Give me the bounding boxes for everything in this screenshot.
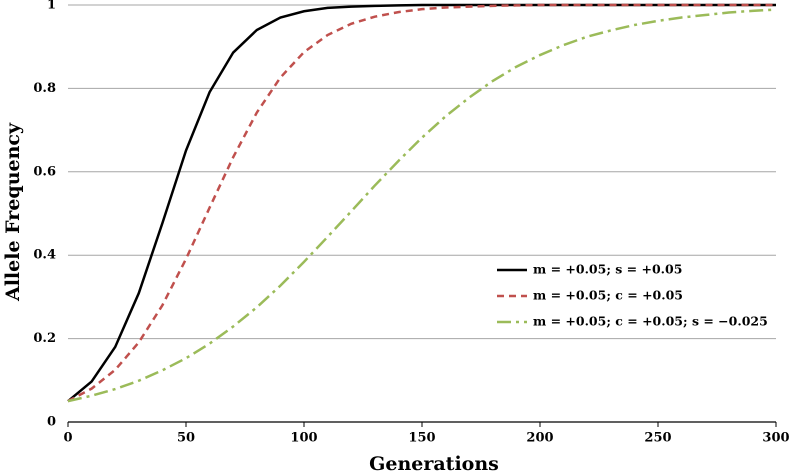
x-tick-label: 300 xyxy=(762,431,789,446)
y-axis-title: Allele Frequency xyxy=(2,122,24,302)
series-line xyxy=(67,8,777,403)
legend-label: m = +0.05; s = +0.05 xyxy=(533,262,682,277)
y-tick-label: 1 xyxy=(47,0,56,13)
y-tick-label: 0 xyxy=(47,415,56,430)
legend-label: m = +0.05; c = +0.05; s = −0.025 xyxy=(533,314,768,329)
x-tick-label: 50 xyxy=(177,431,195,446)
y-tick-label: 0.6 xyxy=(33,164,56,179)
y-tick-label: 0.4 xyxy=(33,248,56,263)
x-tick-label: 0 xyxy=(63,431,72,446)
x-tick-label: 250 xyxy=(644,431,671,446)
legend-label: m = +0.05; c = +0.05 xyxy=(533,288,683,303)
x-tick-label: 200 xyxy=(526,431,553,446)
series-line xyxy=(67,3,776,403)
y-tick-label: 0.2 xyxy=(33,331,56,346)
series-line xyxy=(67,3,776,403)
x-tick-label: 150 xyxy=(408,431,435,446)
x-tick-label: 100 xyxy=(290,431,317,446)
x-axis-title: Generations xyxy=(369,453,499,475)
y-tick-label: 0.8 xyxy=(33,81,56,96)
